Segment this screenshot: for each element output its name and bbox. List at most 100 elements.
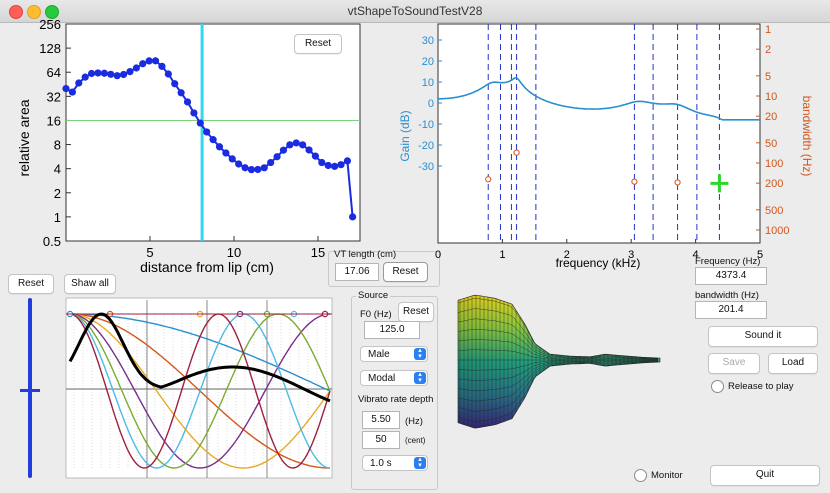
sound-it-button[interactable]: Sound it bbox=[708, 326, 818, 347]
source-panel bbox=[351, 296, 438, 490]
bandwidth-tick-label: 20 bbox=[765, 111, 777, 123]
area-point bbox=[254, 165, 262, 174]
area-point bbox=[235, 160, 243, 168]
area-point bbox=[203, 128, 211, 136]
mode-select[interactable]: Modal ▴ ▾ bbox=[360, 370, 428, 386]
shape-coefficients-plot[interactable] bbox=[62, 296, 340, 484]
area-point bbox=[215, 143, 224, 151]
area-y-tick-label: 16 bbox=[47, 113, 61, 128]
area-point bbox=[81, 73, 89, 81]
mesh-line bbox=[457, 360, 659, 392]
source-title: Source bbox=[356, 290, 391, 301]
source-reset-button[interactable]: Reset bbox=[398, 302, 434, 322]
quit-button[interactable]: Quit bbox=[710, 465, 820, 486]
area-point bbox=[132, 64, 140, 72]
duration-select-value: 1.0 s bbox=[370, 458, 392, 469]
frequency-tick-label: 0 bbox=[435, 249, 441, 261]
vt-length-field[interactable]: 17.06 bbox=[335, 263, 379, 281]
mesh-line bbox=[457, 361, 659, 412]
area-point bbox=[196, 119, 204, 127]
duration-select[interactable]: 1.0 s ▴ ▾ bbox=[362, 455, 428, 471]
mesh-line bbox=[457, 360, 659, 371]
bandwidth-point bbox=[485, 176, 492, 183]
chevron-updown-icon: ▴ ▾ bbox=[414, 371, 426, 384]
mesh-line bbox=[457, 360, 659, 381]
f0-field[interactable]: 125.0 bbox=[364, 321, 420, 339]
area-y-tick-label: 1 bbox=[54, 210, 61, 225]
chevron-updown-icon: ▴ ▾ bbox=[414, 347, 426, 360]
gender-select-value: Male bbox=[368, 349, 390, 360]
mesh-line bbox=[457, 328, 659, 360]
monitor-radio[interactable] bbox=[634, 469, 647, 482]
area-point bbox=[279, 146, 288, 154]
area-y-tick-label: 32 bbox=[47, 89, 61, 104]
gain-tick-label: -30 bbox=[418, 161, 434, 173]
area-reset-button[interactable]: Reset bbox=[294, 34, 342, 54]
frequency-field[interactable]: 4373.4 bbox=[695, 267, 767, 285]
bandwidth-point bbox=[513, 149, 520, 156]
frequency-xlabel: frequency (kHz) bbox=[556, 256, 641, 270]
bandwidth-tick-label: 1 bbox=[765, 24, 771, 36]
gain-slider[interactable] bbox=[18, 296, 42, 480]
bandwidth-field[interactable]: 201.4 bbox=[695, 301, 767, 319]
zoom-window-icon[interactable] bbox=[45, 5, 59, 19]
f0-label: F0 (Hz) bbox=[360, 309, 392, 320]
mesh-line bbox=[457, 339, 659, 360]
frequency-tick-label: 1 bbox=[499, 249, 505, 261]
vibrato-depth-unit: (cent) bbox=[405, 436, 426, 445]
area-point bbox=[190, 109, 198, 117]
bandwidth-label: bandwidth (Hz) bbox=[695, 290, 759, 301]
area-point bbox=[87, 69, 96, 78]
area-point bbox=[260, 164, 268, 172]
area-point bbox=[126, 67, 134, 76]
release-to-play-radio[interactable] bbox=[711, 380, 724, 393]
title-bar: vtShapeToSoundTestV28 bbox=[0, 0, 830, 23]
vocal-tract-mesh bbox=[457, 295, 659, 429]
vibrato-depth-field[interactable]: 50 bbox=[362, 431, 400, 449]
area-point bbox=[286, 141, 294, 149]
area-point bbox=[177, 89, 185, 97]
area-function-plot[interactable]: 256 128 64 32 16 8 4 2 1 0.5 5 10 15 relative area d… bbox=[0, 14, 372, 284]
bandwidth-tick-label: 10 bbox=[765, 91, 777, 103]
gain-tick-label: 0 bbox=[428, 98, 434, 110]
bandwidth-point bbox=[674, 179, 681, 186]
close-window-icon[interactable] bbox=[9, 5, 23, 19]
load-button[interactable]: Load bbox=[768, 353, 818, 374]
area-y-tick-label: 0.5 bbox=[43, 234, 61, 249]
gain-tick-label: -20 bbox=[418, 140, 434, 152]
bandwidth-tick-label: 200 bbox=[765, 178, 783, 190]
vibrato-rate-field[interactable]: 5.50 bbox=[362, 411, 400, 429]
monitor-label: Monitor bbox=[651, 470, 683, 481]
area-y-tick-label: 64 bbox=[47, 65, 61, 80]
gain-axis-label: Gain (dB) bbox=[398, 110, 412, 161]
area-point bbox=[267, 158, 275, 167]
area-plot-frame bbox=[65, 23, 361, 242]
bandwidth-tick-label: 100 bbox=[765, 158, 783, 170]
vt-length-title: VT length (cm) bbox=[334, 249, 397, 260]
gender-select[interactable]: Male ▴ ▾ bbox=[360, 346, 428, 362]
area-x-tick-label: 15 bbox=[311, 245, 325, 260]
gain-tick-label: 20 bbox=[422, 56, 434, 68]
area-point bbox=[222, 149, 230, 157]
slider-thumb[interactable] bbox=[20, 389, 40, 392]
frequency-tick-label: 3 bbox=[628, 249, 634, 261]
area-point bbox=[164, 70, 172, 78]
area-point bbox=[75, 79, 83, 87]
save-button[interactable]: Save bbox=[708, 353, 760, 374]
show-all-button[interactable]: Shaw all bbox=[64, 274, 116, 294]
frequency-tick-label: 4 bbox=[693, 249, 699, 261]
mesh-line bbox=[457, 298, 659, 359]
mesh-line bbox=[457, 361, 659, 422]
area-y-tick-label: 128 bbox=[39, 41, 61, 56]
shape-reset-button[interactable]: Reset bbox=[8, 274, 54, 294]
vt-length-reset-button[interactable]: Reset bbox=[383, 262, 428, 282]
area-point bbox=[331, 162, 339, 170]
area-point bbox=[247, 166, 256, 174]
minimize-window-icon[interactable] bbox=[27, 5, 41, 19]
frequency-label: Frequency (Hz) bbox=[695, 256, 761, 267]
area-point bbox=[68, 88, 76, 96]
gain-tick-label: 10 bbox=[422, 77, 434, 89]
bandwidth-tick-label: 50 bbox=[765, 138, 777, 150]
area-point bbox=[158, 62, 166, 70]
